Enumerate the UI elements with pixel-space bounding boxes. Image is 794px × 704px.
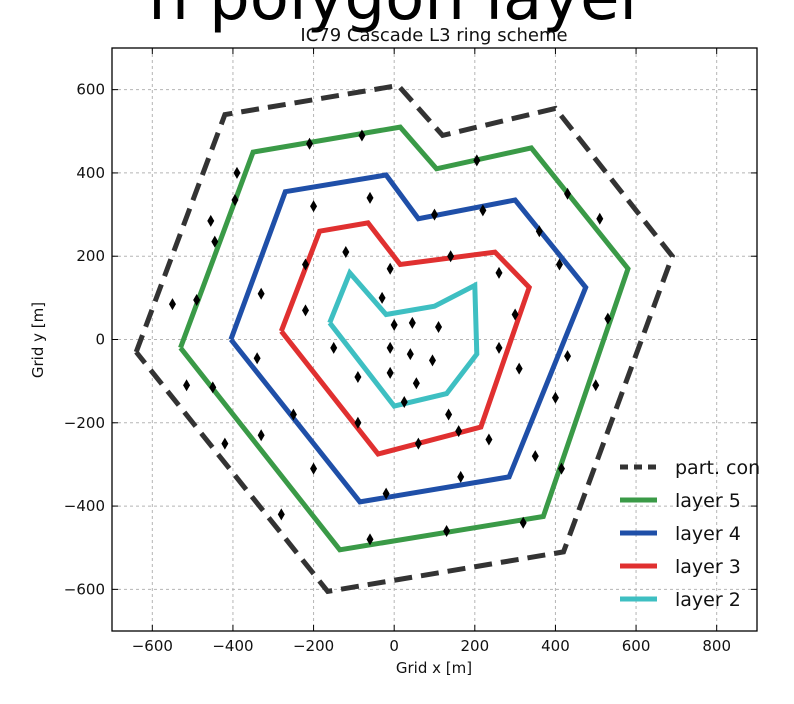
string-marker xyxy=(310,462,318,475)
string-marker xyxy=(604,312,612,325)
string-marker xyxy=(289,408,297,421)
series-layer-5 xyxy=(178,124,631,553)
string-marker xyxy=(366,533,374,546)
string-marker xyxy=(531,450,539,463)
string-marker xyxy=(354,416,362,429)
string-marker xyxy=(511,308,519,321)
string-marker xyxy=(310,200,318,213)
string-marker xyxy=(221,437,229,450)
string-marker xyxy=(257,287,265,300)
string-marker xyxy=(428,354,436,367)
string-marker xyxy=(257,429,265,442)
legend: part. con layer 5 layer 4 layer 3 layer 2 xyxy=(620,457,760,611)
string-marker xyxy=(378,291,386,304)
axis-ticks: −600 −400 −200 0 200 400 600 800 −600 −400 −200 0 20… xyxy=(64,48,757,655)
string-marker xyxy=(555,258,563,271)
string-marker xyxy=(495,341,503,354)
string-marker xyxy=(366,191,374,204)
string-marker xyxy=(408,316,416,329)
x-tick-label: −400 xyxy=(212,637,253,655)
x-tick-label: 600 xyxy=(622,637,651,655)
x-tick-label: 0 xyxy=(389,637,399,655)
y-tick-label: −400 xyxy=(64,497,105,515)
series-layer xyxy=(133,82,676,595)
string-marker xyxy=(277,508,285,521)
string-marker xyxy=(386,341,394,354)
string-marker xyxy=(564,350,572,363)
string-marker xyxy=(457,470,465,483)
x-tick-label: 400 xyxy=(541,637,570,655)
string-marker xyxy=(455,425,463,438)
string-marker xyxy=(168,298,176,311)
y-tick-label: 200 xyxy=(76,247,105,265)
series-layer-4 xyxy=(228,172,589,505)
string-marker xyxy=(412,377,420,390)
x-tick-label: 200 xyxy=(460,637,489,655)
grid-lines xyxy=(112,48,757,631)
string-marker xyxy=(386,366,394,379)
y-tick-label: −600 xyxy=(64,580,105,598)
x-axis-label: Grid x [m] xyxy=(396,659,472,677)
string-marker xyxy=(382,487,390,500)
string-marker xyxy=(306,137,314,150)
string-marker xyxy=(354,370,362,383)
string-marker xyxy=(183,379,191,392)
string-marker xyxy=(231,193,239,206)
string-marker xyxy=(596,212,604,225)
string-marker xyxy=(193,293,201,306)
string-marker xyxy=(406,348,414,361)
string-marker xyxy=(302,304,309,317)
y-tick-label: 400 xyxy=(76,164,105,182)
string-marker xyxy=(515,362,523,375)
y-tick-label: 600 xyxy=(76,81,105,99)
string-marker xyxy=(400,395,408,408)
string-marker xyxy=(209,381,217,394)
x-tick-label: −600 xyxy=(132,637,173,655)
legend-label: layer 4 xyxy=(675,523,741,545)
series-layer-3 xyxy=(278,220,533,457)
string-marker xyxy=(564,187,572,200)
string-marker xyxy=(342,246,350,259)
string-marker xyxy=(207,214,215,227)
string-marker xyxy=(431,208,438,221)
chart-title: IC79 Cascade L3 ring scheme xyxy=(300,25,567,46)
string-marker xyxy=(445,408,453,421)
legend-label: layer 3 xyxy=(675,556,741,578)
string-marker xyxy=(435,321,443,334)
y-tick-label: −200 xyxy=(64,414,105,432)
string-marker xyxy=(551,391,559,404)
string-marker xyxy=(557,462,565,475)
string-marker xyxy=(535,225,543,238)
string-marker xyxy=(390,318,398,331)
string-marker xyxy=(495,266,503,279)
legend-label: layer 5 xyxy=(675,490,741,512)
x-tick-label: −200 xyxy=(293,637,334,655)
string-marker xyxy=(414,437,422,450)
series-part-con xyxy=(133,82,676,595)
string-marker xyxy=(592,379,600,392)
string-marker xyxy=(479,204,487,217)
string-marker xyxy=(302,258,309,271)
string-marker xyxy=(253,352,261,365)
legend-label: layer 2 xyxy=(675,589,741,611)
string-marker xyxy=(519,516,527,529)
string-marker xyxy=(485,433,493,446)
cropped-heading-fragment: n polygon layer xyxy=(0,0,794,30)
string-marker xyxy=(211,235,219,248)
string-marker xyxy=(443,525,451,538)
string-marker xyxy=(358,129,366,142)
string-markers xyxy=(168,129,612,546)
legend-label: part. con xyxy=(675,457,760,479)
y-tick-label: 0 xyxy=(95,331,105,349)
series-layer-2 xyxy=(327,268,480,409)
string-marker xyxy=(233,166,241,179)
string-marker xyxy=(447,250,455,263)
x-tick-label: 800 xyxy=(702,637,731,655)
string-marker xyxy=(473,154,481,167)
string-marker xyxy=(386,262,394,275)
y-axis-label: Grid y [m] xyxy=(29,302,47,378)
string-marker xyxy=(330,341,338,354)
